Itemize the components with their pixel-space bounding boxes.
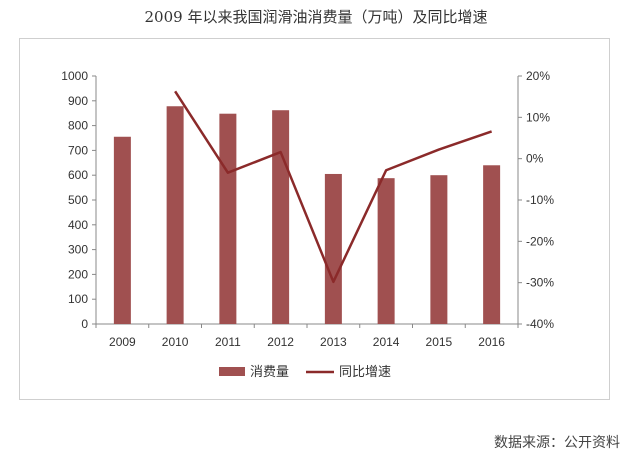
left-tick-label: 900 [68, 94, 88, 108]
x-tick-label: 2014 [373, 335, 400, 349]
left-tick-label: 500 [68, 193, 88, 207]
left-tick-label: 400 [68, 218, 88, 232]
left-tick-label: 100 [68, 292, 88, 306]
legend-label-bar: 消费量 [250, 365, 289, 380]
right-tick-label: -30% [526, 276, 554, 290]
chart-title: 2009 年以来我国润滑油消费量（万吨）及同比增速 [144, 8, 488, 26]
left-tick-label: 800 [68, 119, 88, 133]
bar [219, 113, 237, 324]
right-tick-label: 20% [526, 69, 550, 83]
left-tick-label: 700 [68, 143, 88, 157]
x-tick-label: 2016 [478, 335, 505, 349]
right-tick-label: -10% [526, 193, 554, 207]
legend-label-line: 同比增速 [339, 365, 391, 380]
bar [483, 165, 501, 324]
right-tick-label: 10% [526, 110, 550, 124]
x-tick-label: 2011 [215, 335, 241, 349]
bar [430, 175, 448, 324]
bar [113, 136, 131, 324]
left-tick-label: 200 [68, 267, 88, 281]
x-tick-label: 2010 [162, 335, 189, 349]
growth-line [174, 90, 493, 284]
left-tick-label: 1000 [61, 69, 88, 83]
legend-swatch-bar [219, 367, 245, 376]
bar [324, 173, 342, 324]
chart-frame [19, 38, 610, 400]
left-tick-label: 600 [68, 168, 88, 182]
bar [272, 110, 290, 324]
bar [166, 106, 184, 324]
left-tick-label: 0 [81, 317, 88, 331]
right-tick-label: 0% [526, 152, 544, 166]
x-tick-label: 2013 [320, 335, 347, 349]
source-note: 数据来源：公开资料 [494, 435, 620, 451]
left-tick-label: 300 [68, 243, 88, 257]
x-tick-label: 2012 [267, 335, 294, 349]
x-tick-label: 2009 [109, 335, 136, 349]
bar [377, 178, 395, 324]
right-tick-label: -40% [526, 317, 554, 331]
x-tick-label: 2015 [426, 335, 453, 349]
right-tick-label: -20% [526, 234, 554, 248]
